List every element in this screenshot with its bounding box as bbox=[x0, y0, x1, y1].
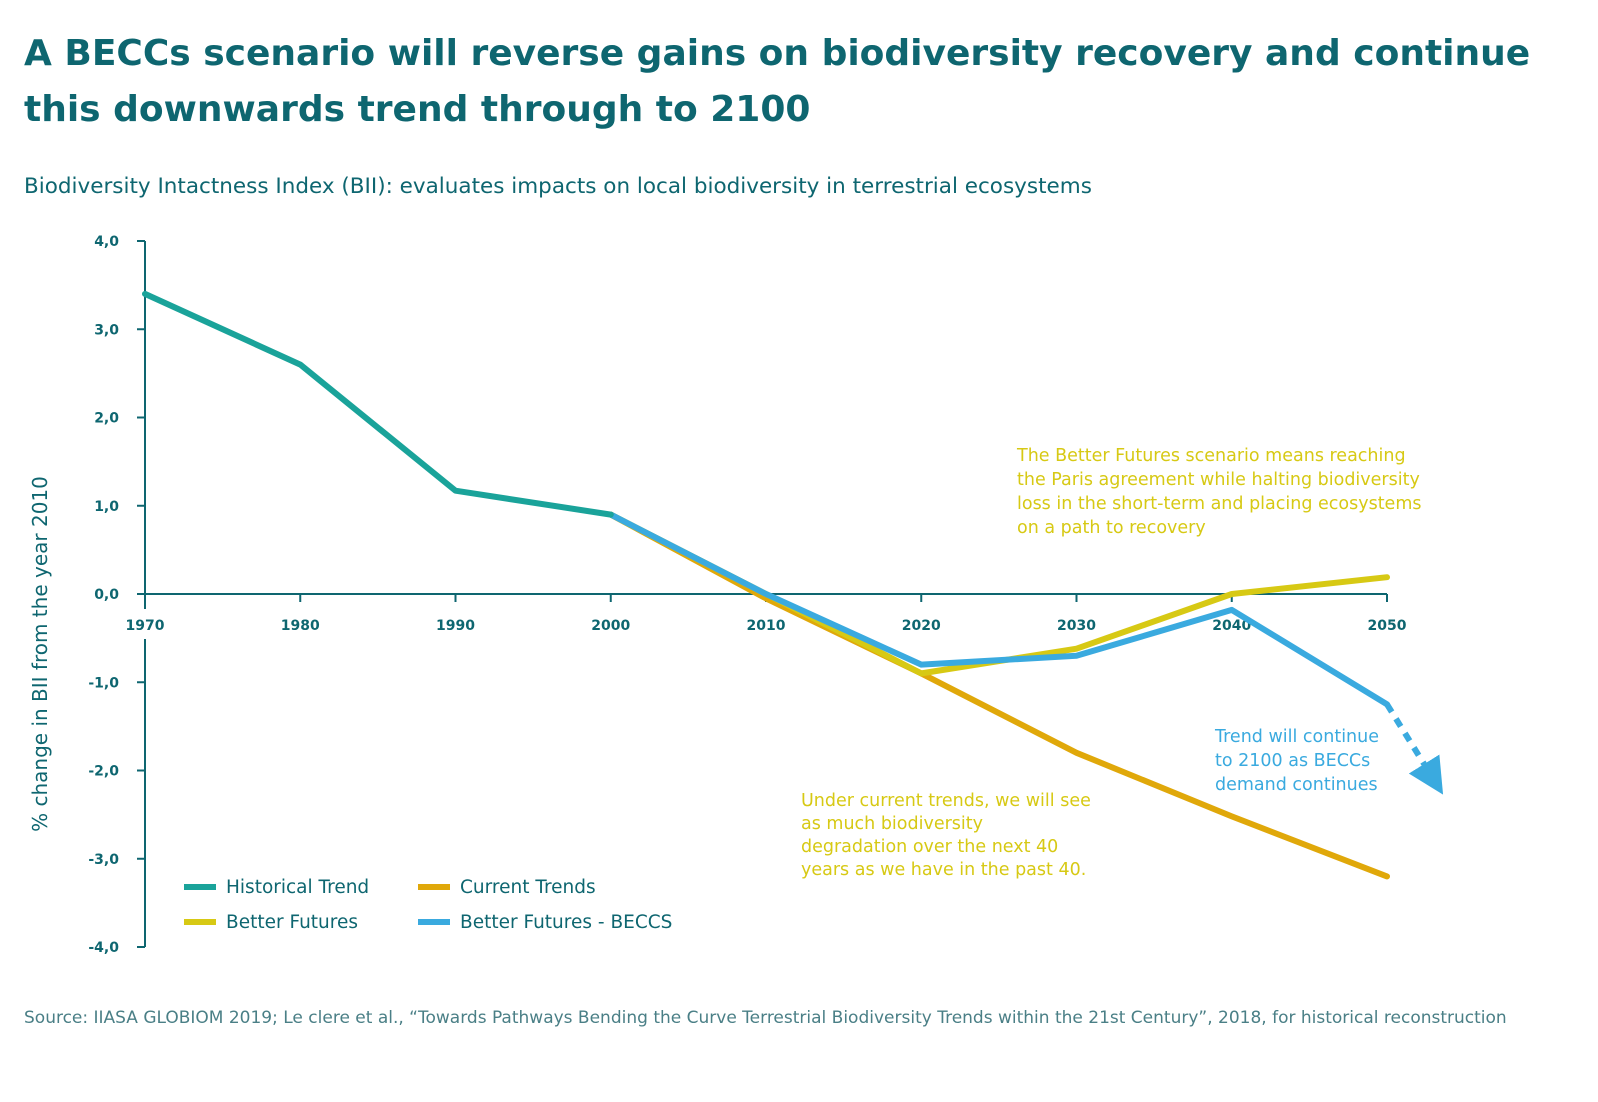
x-tick-label: 1980 bbox=[281, 618, 320, 634]
annotation-line: on a path to recovery bbox=[1017, 518, 1206, 538]
annotation-line: as much biodiversity bbox=[801, 814, 983, 834]
x-tick-label: 2000 bbox=[591, 618, 630, 634]
annotation-line: The Better Futures scenario means reachi… bbox=[1016, 446, 1406, 466]
x-tick-label: 1970 bbox=[126, 618, 165, 634]
source-note: Source: IIASA GLOBIOM 2019; Le clere et … bbox=[24, 1008, 1507, 1028]
chart-subtitle: Biodiversity Intactness Index (BII): eva… bbox=[24, 174, 1092, 199]
trend-extension-arrow bbox=[1384, 702, 1444, 795]
x-tick-label: 2040 bbox=[1212, 618, 1251, 634]
x-tick-label: 2020 bbox=[902, 618, 941, 634]
legend: Historical Trend Current Trends Better Fut… bbox=[184, 877, 672, 933]
annotation-line: demand continues bbox=[1215, 775, 1378, 795]
y-tick-label: 4,0 bbox=[94, 234, 119, 250]
series-lines bbox=[142, 290, 1444, 880]
annotation-line: the Paris agreement while halting biodiv… bbox=[1017, 470, 1420, 490]
annotation-line: loss in the short-term and placing ecosy… bbox=[1017, 494, 1421, 514]
annotation-line: degradation over the next 40 bbox=[801, 837, 1058, 857]
x-tick-label: 2050 bbox=[1368, 618, 1407, 634]
annotation-better-futures: The Better Futures scenario means reachi… bbox=[1016, 446, 1421, 538]
y-tick-label: -3,0 bbox=[88, 852, 119, 868]
axes: 4,0 3,0 2,0 1,0 0,0 -1,0 -2,0 -3,0 -4,0 1970 1980 1… bbox=[28, 234, 1407, 956]
annotation-line: Under current trends, we will see bbox=[801, 791, 1091, 811]
legend-label-historical-trend: Historical Trend bbox=[226, 877, 369, 898]
annotation-beccs-trend: Trend will continue to 2100 as BECCs deman… bbox=[1214, 727, 1379, 795]
chart-title: A BECCs scenario will reverse gains on b… bbox=[24, 33, 1531, 130]
line-chart: 4,0 3,0 2,0 1,0 0,0 -1,0 -2,0 -3,0 -4,0 1970 1980 1… bbox=[28, 234, 1444, 956]
y-tick-label: 2,0 bbox=[94, 411, 119, 427]
y-tick-label: -1,0 bbox=[88, 675, 119, 691]
annotation-line: years as we have in the past 40. bbox=[801, 860, 1086, 880]
annotation-current-trends: Under current trends, we will see as much… bbox=[801, 791, 1091, 880]
x-tick-label: 1990 bbox=[436, 618, 475, 634]
annotations: The Better Futures scenario means reachi… bbox=[801, 446, 1421, 880]
y-axis-title: % change in BII from the year 2010 bbox=[28, 476, 52, 832]
legend-label-better-futures-beccs: Better Futures - BECCS bbox=[460, 912, 672, 933]
legend-label-better-futures: Better Futures bbox=[226, 912, 358, 933]
annotation-line: to 2100 as BECCs bbox=[1215, 751, 1370, 771]
y-tick-label: 0,0 bbox=[94, 587, 119, 603]
series-line-better-futures-beccs bbox=[607, 511, 1390, 708]
x-tick-label: 2010 bbox=[747, 618, 786, 634]
y-tick-label: -2,0 bbox=[88, 764, 119, 780]
series-line-historical-trend bbox=[142, 290, 614, 518]
y-tick-label: 1,0 bbox=[94, 499, 119, 515]
series-line-current-trends bbox=[607, 511, 1390, 880]
y-tick-label: -4,0 bbox=[88, 940, 119, 956]
annotation-line: Trend will continue bbox=[1214, 727, 1379, 747]
y-tick-label: 3,0 bbox=[94, 322, 119, 338]
legend-label-current-trends: Current Trends bbox=[460, 877, 596, 898]
x-tick-label: 2030 bbox=[1057, 618, 1096, 634]
